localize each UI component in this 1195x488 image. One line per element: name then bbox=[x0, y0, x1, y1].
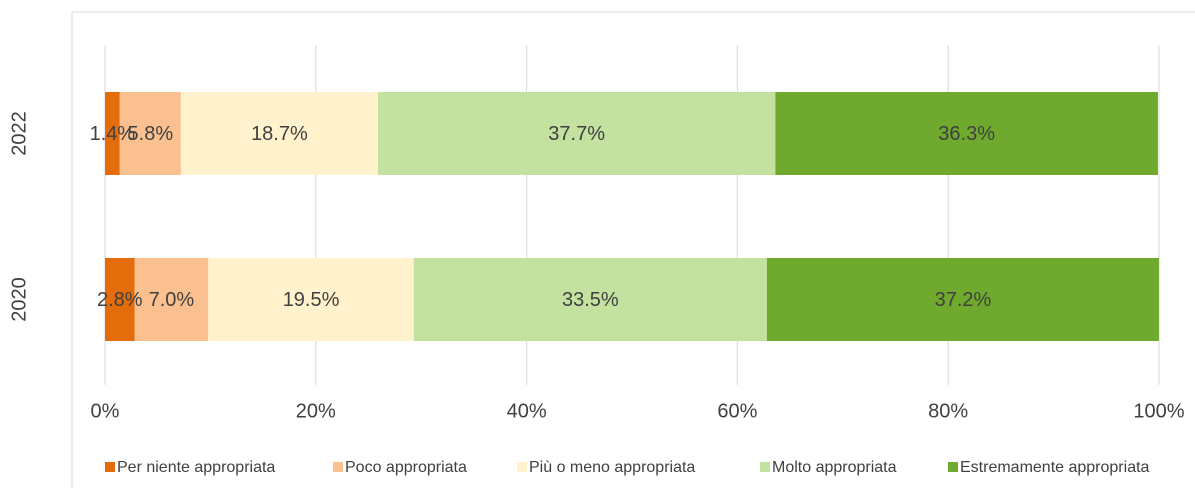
data-label: 36.3% bbox=[938, 123, 995, 145]
data-label: 37.7% bbox=[548, 123, 605, 145]
bar-segment bbox=[766, 258, 1159, 341]
legend-swatch bbox=[333, 462, 343, 472]
legend-label: Estremamente appropriata bbox=[960, 459, 1150, 476]
bar-segment bbox=[105, 258, 135, 341]
chart-frame bbox=[71, 11, 1195, 488]
x-tick-label: 0% bbox=[91, 400, 120, 422]
data-label: 7.0% bbox=[149, 289, 195, 311]
y-tick-label: 2020 bbox=[8, 277, 30, 322]
legend-label: Per niente appropriata bbox=[117, 459, 275, 476]
data-label: 19.5% bbox=[283, 289, 340, 311]
y-tick-label: 2022 bbox=[8, 111, 30, 156]
data-label: 5.8% bbox=[128, 123, 174, 145]
data-label: 1.4% bbox=[90, 123, 136, 145]
bar-segment bbox=[180, 92, 378, 175]
data-label: 2.8% bbox=[97, 289, 143, 311]
legend-label: Poco appropriata bbox=[345, 459, 467, 476]
x-tick-label: 60% bbox=[717, 400, 757, 422]
bar-segment bbox=[377, 92, 776, 175]
bar-segment bbox=[208, 258, 414, 341]
bar-segment bbox=[775, 92, 1158, 175]
x-tick-label: 40% bbox=[507, 400, 547, 422]
legend-swatch bbox=[948, 462, 958, 472]
legend-label: Molto appropriata bbox=[772, 459, 897, 476]
data-label: 37.2% bbox=[935, 289, 992, 311]
legend-label: Più o meno appropriata bbox=[529, 459, 695, 476]
data-label: 33.5% bbox=[562, 289, 619, 311]
bar-segment bbox=[134, 258, 209, 341]
bar-segment bbox=[413, 258, 767, 341]
legend-swatch bbox=[105, 462, 115, 472]
legend-swatch bbox=[517, 462, 527, 472]
x-tick-label: 100% bbox=[1133, 400, 1184, 422]
bar-segment bbox=[105, 92, 120, 175]
bar-segment bbox=[119, 92, 181, 175]
legend-swatch bbox=[760, 462, 770, 472]
x-tick-label: 20% bbox=[296, 400, 336, 422]
x-tick-label: 80% bbox=[928, 400, 968, 422]
data-label: 18.7% bbox=[251, 123, 308, 145]
